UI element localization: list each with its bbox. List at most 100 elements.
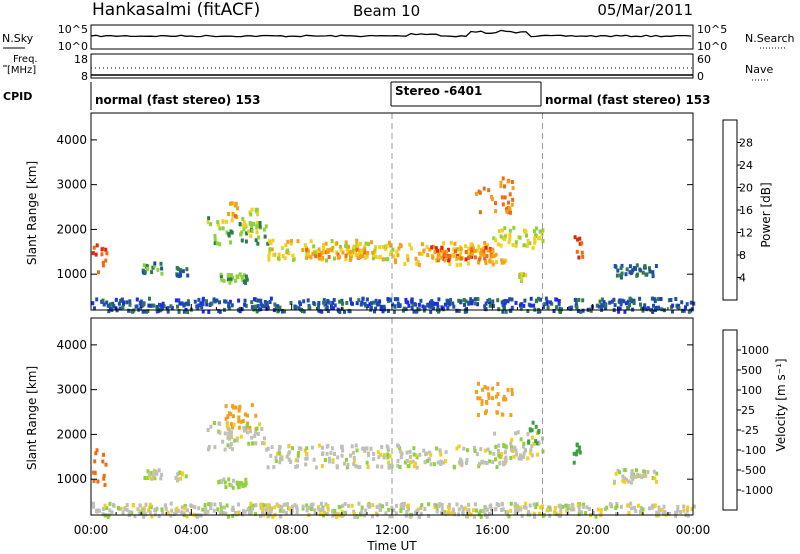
echo-cell bbox=[522, 243, 526, 248]
echo-cell bbox=[381, 504, 385, 509]
echo-cell bbox=[655, 471, 659, 476]
echo-cell bbox=[228, 482, 232, 487]
echo-cell bbox=[408, 454, 412, 459]
echo-cell bbox=[418, 514, 421, 519]
echo-cell bbox=[93, 470, 97, 475]
echo-cell bbox=[105, 300, 109, 305]
echo-cell bbox=[499, 234, 503, 239]
echo-cell bbox=[229, 273, 233, 278]
y-tick-label: 1000 bbox=[56, 472, 87, 486]
echo-cell bbox=[185, 514, 189, 519]
echo-cell bbox=[382, 455, 386, 460]
echo-cell bbox=[147, 508, 150, 513]
echo-cell bbox=[537, 440, 541, 445]
echo-cell bbox=[620, 271, 624, 276]
echo-cell bbox=[355, 514, 359, 518]
echo-cell bbox=[341, 301, 345, 306]
echo-cell bbox=[456, 255, 460, 260]
echo-cell bbox=[653, 297, 657, 302]
echo-cell bbox=[473, 255, 477, 260]
echo-cell bbox=[458, 460, 462, 465]
echo-cell bbox=[405, 510, 409, 515]
echo-cell bbox=[436, 248, 440, 253]
echo-cell bbox=[370, 240, 374, 245]
echo-region-4 bbox=[227, 201, 239, 219]
echo-cell bbox=[641, 507, 645, 512]
echo-cell bbox=[498, 454, 502, 459]
echo-cell bbox=[506, 512, 510, 517]
echo-cell bbox=[459, 256, 463, 261]
echo-cell bbox=[486, 243, 489, 248]
echo-cell bbox=[284, 243, 288, 248]
cpid-label: CPID bbox=[3, 90, 32, 103]
echo-cell bbox=[117, 301, 121, 306]
echo-cell bbox=[181, 269, 185, 274]
echo-cell bbox=[415, 465, 419, 470]
echo-cell bbox=[381, 244, 385, 249]
echo-cell bbox=[312, 301, 316, 306]
echo-cell bbox=[479, 248, 483, 253]
echo-cell bbox=[501, 202, 505, 207]
echo-cell bbox=[254, 430, 258, 435]
echo-cell bbox=[272, 252, 276, 257]
echo-cell bbox=[393, 304, 397, 309]
echo-cell bbox=[235, 206, 239, 211]
x-tick-label: 20:00 bbox=[575, 523, 610, 537]
echo-cell bbox=[441, 510, 445, 515]
echo-cell bbox=[491, 259, 495, 264]
echo-cell bbox=[497, 503, 501, 508]
echo-cell bbox=[530, 428, 534, 433]
echo-cell bbox=[534, 226, 538, 231]
echo-cell bbox=[272, 465, 276, 470]
echo-cell bbox=[363, 301, 367, 306]
echo-cell bbox=[501, 412, 505, 417]
echo-cell bbox=[264, 507, 268, 512]
echo-cell bbox=[143, 476, 147, 480]
echo-cell bbox=[162, 304, 166, 309]
echo-cell bbox=[363, 244, 367, 249]
echo-cell bbox=[354, 250, 357, 254]
echo-cell bbox=[302, 309, 306, 314]
echo-cell bbox=[457, 298, 461, 303]
echo-cell bbox=[485, 514, 489, 519]
echo-cell bbox=[473, 445, 476, 450]
echo-cell bbox=[659, 297, 663, 301]
echo-cell bbox=[407, 507, 410, 512]
echo-cell bbox=[466, 448, 469, 453]
echo-cell bbox=[231, 414, 235, 419]
echo-cell bbox=[408, 242, 412, 247]
echo-cell bbox=[331, 509, 335, 514]
echo-cell bbox=[379, 307, 383, 312]
echo-cell bbox=[127, 308, 131, 313]
echo-region-12 bbox=[474, 176, 515, 215]
echo-cell bbox=[420, 242, 424, 247]
echo-cell bbox=[259, 298, 263, 303]
echo-cell bbox=[244, 481, 248, 486]
echo-cell bbox=[432, 244, 436, 249]
echo-cell bbox=[534, 424, 538, 429]
echo-cell bbox=[256, 241, 260, 246]
echo-region-10 bbox=[572, 442, 582, 465]
echo-cell bbox=[481, 387, 485, 392]
echo-cell bbox=[337, 504, 341, 509]
echo-cell bbox=[634, 509, 638, 514]
echo-cell bbox=[266, 504, 270, 509]
echo-cell bbox=[501, 309, 505, 314]
echo-cell bbox=[538, 511, 542, 516]
echo-cell bbox=[469, 247, 473, 252]
echo-cell bbox=[373, 247, 377, 252]
echo-cell bbox=[635, 273, 639, 278]
echo-cell bbox=[278, 508, 282, 513]
echo-cell bbox=[597, 304, 601, 309]
echo-cell bbox=[296, 458, 300, 463]
echo-cell bbox=[175, 273, 179, 278]
cpid-segment-1: normal (fast stereo) 153 bbox=[95, 93, 261, 107]
echo-cell bbox=[120, 297, 124, 302]
echo-cell bbox=[215, 298, 219, 303]
echo-cell bbox=[249, 234, 253, 239]
echo-cell bbox=[453, 241, 457, 246]
echo-cell bbox=[615, 512, 618, 517]
echo-cell bbox=[509, 308, 513, 313]
echo-cell bbox=[386, 257, 390, 261]
echo-cell bbox=[416, 260, 420, 265]
